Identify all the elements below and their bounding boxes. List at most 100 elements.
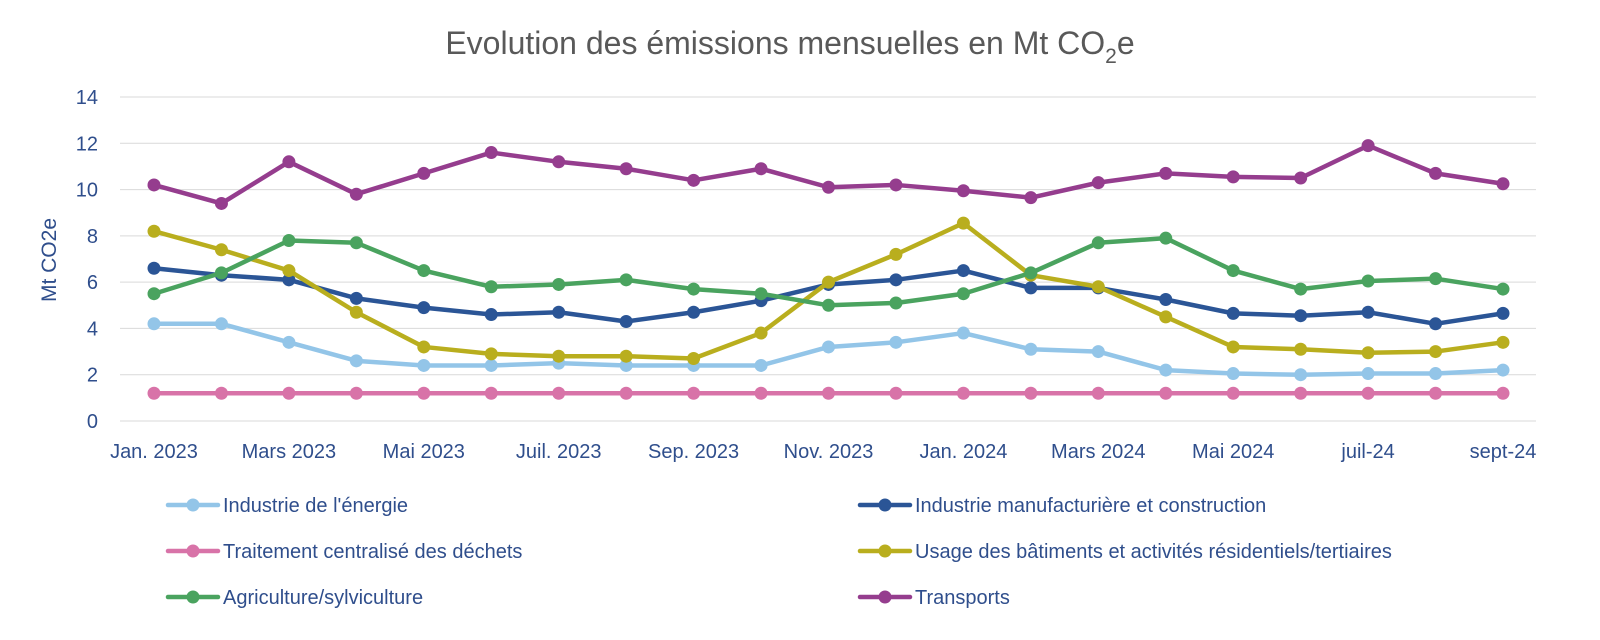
data-point — [1429, 272, 1443, 286]
data-point — [214, 243, 228, 257]
series-lines — [147, 139, 1510, 400]
data-point — [484, 280, 498, 294]
data-point — [1361, 305, 1375, 319]
data-point — [1361, 346, 1375, 360]
legend-item: Industrie de l'énergie — [165, 495, 408, 517]
data-point — [1361, 386, 1375, 400]
data-point — [282, 386, 296, 400]
legend-swatch-marker — [878, 498, 892, 512]
x-tick-label: Mai 2023 — [383, 441, 465, 463]
data-point — [552, 305, 566, 319]
x-tick-label: Nov. 2023 — [784, 441, 874, 463]
data-point — [619, 349, 633, 363]
data-point — [619, 314, 633, 328]
data-point — [1429, 345, 1443, 359]
data-point — [349, 291, 363, 305]
x-tick-labels: Jan. 2023 Mars 2023 Mai 2023 Juil. 2023 Sep.… — [110, 441, 1536, 463]
data-point — [1226, 306, 1240, 320]
data-point — [889, 335, 903, 349]
y-tick-label: 14 — [76, 87, 98, 109]
data-point — [552, 349, 566, 363]
data-point — [282, 264, 296, 278]
data-point — [754, 326, 768, 340]
data-point — [1496, 335, 1510, 349]
data-point — [754, 358, 768, 372]
legend-label: Transports — [915, 587, 1010, 609]
legend-label: Traitement centralisé des déchets — [223, 541, 522, 563]
series-1 — [147, 261, 1510, 331]
data-point — [956, 216, 970, 230]
data-point — [1226, 367, 1240, 381]
data-point — [1091, 345, 1105, 359]
y-tick-label: 12 — [76, 133, 98, 155]
data-point — [889, 247, 903, 261]
data-point — [484, 308, 498, 322]
legend-swatch-marker — [878, 590, 892, 604]
y-tick-label: 0 — [87, 411, 98, 433]
data-point — [619, 273, 633, 287]
data-point — [552, 155, 566, 169]
data-point — [1024, 266, 1038, 280]
data-point — [349, 305, 363, 319]
x-tick-label: juil-24 — [1340, 441, 1394, 463]
data-point — [956, 326, 970, 340]
x-tick-label: sept-24 — [1470, 441, 1537, 463]
data-point — [417, 340, 431, 354]
data-point — [1159, 166, 1173, 180]
chart-title: Evolution des émissions mensuelles en Mt… — [445, 25, 1134, 68]
data-point — [1294, 282, 1308, 296]
data-point — [687, 282, 701, 296]
data-point — [349, 187, 363, 201]
data-point — [687, 352, 701, 366]
series-2 — [147, 386, 1510, 400]
legend-swatch-marker — [186, 544, 200, 558]
data-point — [619, 358, 633, 372]
data-point — [282, 273, 296, 287]
data-point — [889, 178, 903, 192]
data-point — [1294, 342, 1308, 356]
data-point — [1159, 310, 1173, 324]
data-point — [754, 287, 768, 301]
data-point — [552, 386, 566, 400]
series-4 — [147, 231, 1510, 312]
data-point — [147, 224, 161, 238]
data-point — [147, 261, 161, 275]
data-point — [417, 358, 431, 372]
data-point — [1159, 293, 1173, 306]
data-point — [619, 162, 633, 176]
data-point — [1294, 368, 1308, 382]
legend-item: Transports — [857, 587, 1010, 609]
y-tick-label: 10 — [76, 180, 98, 202]
data-point — [754, 386, 768, 400]
y-tick-label: 6 — [87, 272, 98, 294]
data-point — [147, 317, 161, 331]
legend-swatch-marker — [186, 498, 200, 512]
data-point — [1024, 191, 1038, 205]
data-point — [956, 386, 970, 400]
data-point — [1361, 274, 1375, 288]
chart-title-tail: e — [1117, 25, 1135, 61]
data-point — [417, 301, 431, 315]
y-tick-label: 2 — [87, 365, 98, 387]
legend-label: Agriculture/sylviculture — [223, 587, 423, 609]
legend-label: Industrie manufacturière et construction — [915, 495, 1266, 517]
data-point — [484, 358, 498, 372]
data-point — [822, 275, 835, 289]
data-point — [956, 264, 970, 278]
data-point — [822, 340, 835, 354]
data-point — [484, 347, 498, 361]
data-point — [889, 386, 903, 400]
data-point — [687, 305, 701, 319]
series-5 — [147, 139, 1510, 210]
data-point — [1159, 363, 1173, 377]
y-axis-label: Mt CO2e — [38, 218, 61, 302]
data-point — [687, 386, 701, 400]
data-point — [1091, 280, 1105, 294]
data-point — [282, 233, 296, 247]
legend-item: Traitement centralisé des déchets — [165, 541, 522, 563]
legend-item: Industrie manufacturière et construction — [857, 495, 1266, 517]
data-point — [1361, 139, 1375, 153]
data-point — [822, 298, 835, 312]
data-point — [822, 180, 835, 194]
